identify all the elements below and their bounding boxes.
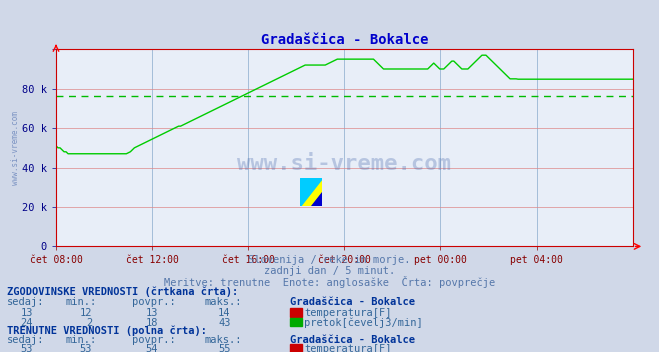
Text: min.:: min.:: [66, 297, 97, 307]
Text: povpr.:: povpr.:: [132, 297, 175, 307]
Text: Slovenija / reke in morje.: Slovenija / reke in morje.: [248, 255, 411, 265]
Text: sedaj:: sedaj:: [7, 335, 44, 345]
Text: ZGODOVINSKE VREDNOSTI (črtkana črta):: ZGODOVINSKE VREDNOSTI (črtkana črta):: [7, 287, 238, 297]
Text: 14: 14: [218, 308, 231, 318]
Text: sedaj:: sedaj:: [7, 297, 44, 307]
Text: temperatura[F]: temperatura[F]: [304, 344, 392, 352]
Text: 54: 54: [146, 344, 158, 352]
Text: 13: 13: [146, 308, 158, 318]
Text: 18: 18: [146, 318, 158, 327]
Text: min.:: min.:: [66, 335, 97, 345]
Title: Gradaščica - Bokalce: Gradaščica - Bokalce: [260, 33, 428, 47]
Text: maks.:: maks.:: [204, 297, 242, 307]
Text: TRENUTNE VREDNOSTI (polna črta):: TRENUTNE VREDNOSTI (polna črta):: [7, 326, 206, 336]
Text: 24: 24: [20, 318, 33, 327]
Text: 55: 55: [218, 344, 231, 352]
Text: www.si-vreme.com: www.si-vreme.com: [11, 111, 20, 185]
Text: Gradaščica - Bokalce: Gradaščica - Bokalce: [290, 335, 415, 345]
Text: 43: 43: [218, 318, 231, 327]
Polygon shape: [300, 178, 322, 206]
Text: 53: 53: [20, 344, 33, 352]
Text: temperatura[F]: temperatura[F]: [304, 308, 392, 318]
Text: Gradaščica - Bokalce: Gradaščica - Bokalce: [290, 297, 415, 307]
Text: www.si-vreme.com: www.si-vreme.com: [237, 153, 451, 174]
Text: pretok[čevelj3/min]: pretok[čevelj3/min]: [304, 318, 423, 328]
Text: povpr.:: povpr.:: [132, 335, 175, 345]
Text: maks.:: maks.:: [204, 335, 242, 345]
Polygon shape: [300, 178, 322, 206]
Text: Meritve: trenutne  Enote: anglosaške  Črta: povprečje: Meritve: trenutne Enote: anglosaške Črta…: [164, 276, 495, 288]
Polygon shape: [311, 192, 322, 206]
Text: 53: 53: [80, 344, 92, 352]
Text: zadnji dan / 5 minut.: zadnji dan / 5 minut.: [264, 266, 395, 276]
Text: 13: 13: [20, 308, 33, 318]
Text: 12: 12: [80, 308, 92, 318]
Text: 2: 2: [86, 318, 92, 327]
